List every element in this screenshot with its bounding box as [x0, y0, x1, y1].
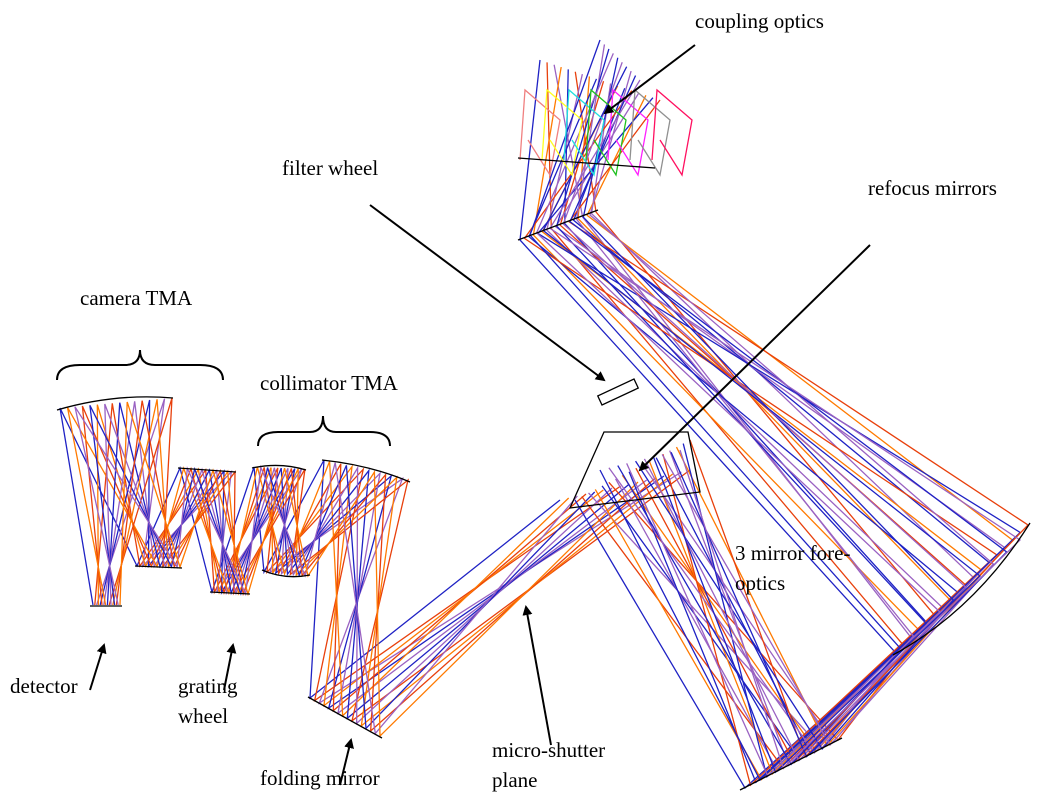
ray [575, 44, 915, 754]
camera-tertiary [177, 467, 237, 473]
fore-tertiary [517, 209, 599, 241]
label: wheel [178, 704, 228, 728]
arrow [339, 738, 354, 786]
label: collimator TMA [260, 371, 399, 395]
ray [589, 70, 995, 747]
label: optics [735, 571, 785, 595]
ray [106, 402, 630, 720]
arrow [522, 605, 552, 746]
braces [56, 349, 391, 447]
label: filter wheel [282, 156, 378, 180]
ray [89, 405, 596, 730]
ray [108, 397, 691, 723]
ray [59, 407, 561, 700]
label: refocus mirrors [868, 176, 997, 200]
ray [99, 399, 665, 710]
ray [104, 403, 613, 725]
ray [651, 88, 693, 177]
ray [94, 403, 622, 703]
ray [519, 88, 561, 177]
labels: coupling optics filter wheel refocus mirro… [10, 9, 997, 792]
filter-wheel [596, 378, 640, 406]
ray [119, 401, 639, 738]
ray [629, 88, 671, 177]
arrow [89, 643, 107, 691]
ray [585, 88, 627, 177]
collimator-brace [257, 415, 391, 447]
ray [112, 399, 674, 728]
grating [209, 591, 251, 595]
ray [66, 407, 570, 718]
label: 3 mirror fore- [735, 541, 850, 565]
arrow [369, 204, 606, 382]
arrow [223, 643, 237, 691]
camera-secondary [134, 565, 183, 569]
label: camera TMA [80, 286, 193, 310]
coupling-bench [517, 157, 656, 169]
camera-brace [56, 349, 224, 381]
label: detector [10, 674, 78, 698]
ray [115, 400, 656, 733]
refocus-mirrors [568, 431, 701, 509]
label: coupling optics [695, 9, 824, 33]
label: micro-shutter [492, 738, 605, 762]
ray [74, 406, 578, 735]
ray [555, 48, 928, 766]
collimator-secondary [261, 569, 311, 578]
arrows [89, 44, 871, 786]
label: plane [492, 768, 537, 792]
ray [81, 405, 587, 713]
collimator-primary [321, 459, 411, 483]
camera-primary [56, 396, 174, 411]
arrow [638, 244, 871, 472]
ray [549, 79, 1022, 770]
mirrors [56, 157, 1031, 791]
collimator-tertiary [251, 464, 307, 471]
fore-secondary [739, 737, 843, 791]
ray [535, 53, 941, 778]
ray [529, 39, 901, 782]
arrow [603, 44, 696, 115]
fore-primary [892, 522, 1031, 656]
folding-mirror [307, 696, 383, 739]
ray [103, 401, 648, 715]
ray [542, 66, 981, 774]
label: grating [178, 674, 238, 698]
label: folding mirror [260, 766, 380, 790]
ray [541, 88, 583, 177]
